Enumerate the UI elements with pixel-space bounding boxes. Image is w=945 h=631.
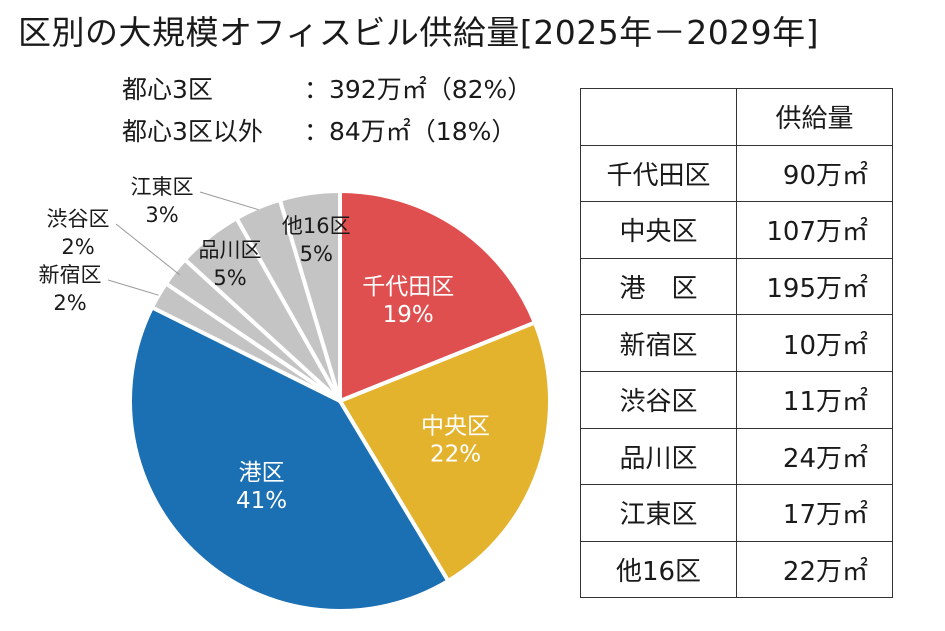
- table-row: 他16区 22万㎡: [580, 540, 893, 599]
- table-row: 港 区 195万㎡: [580, 257, 893, 316]
- slice-label: 品川区: [199, 238, 262, 262]
- chart-title: 区別の大規模オフィスビル供給量[2025年－2029年]: [18, 13, 820, 52]
- supply-table: 供給量 千代田区 90万㎡ 中央区 107万㎡ 港 区 195万㎡ 新宿区 10万㎡ 渋…: [580, 88, 893, 599]
- table-header-supply: 供給量: [736, 88, 893, 146]
- pie-slice-3: [128, 305, 451, 613]
- slice-percent-label: 2%: [61, 235, 94, 259]
- slice-label: 新宿区: [39, 263, 102, 287]
- summary-core-wards: 都心3区 ：392万㎡（82%）: [122, 70, 532, 106]
- slice-label: 渋谷区: [47, 207, 110, 231]
- table-cell-ward: 渋谷区: [580, 370, 737, 429]
- table-cell-ward: 中央区: [580, 201, 737, 259]
- table-row: 品川区 24万㎡: [580, 427, 893, 486]
- table-cell-supply: 24万㎡: [736, 427, 893, 486]
- table-row: 中央区 107万㎡: [580, 201, 893, 259]
- table-row: 千代田区 90万㎡: [580, 144, 893, 203]
- slice-percent-label: 22%: [430, 442, 481, 468]
- slice-percent-label: 2%: [53, 291, 86, 315]
- leader-line: [107, 279, 159, 296]
- table-cell-ward: 品川区: [580, 427, 737, 486]
- slice-label: 港区: [239, 460, 285, 486]
- table-cell-ward: 千代田区: [580, 144, 737, 203]
- leader-line: [199, 191, 259, 211]
- table-cell-ward: 江東区: [580, 484, 737, 542]
- summary-label: 都心3区以外: [122, 117, 263, 146]
- table-cell-ward: 港 区: [580, 257, 737, 316]
- leader-line: [115, 223, 181, 276]
- table-cell-ward: 他16区: [580, 540, 737, 599]
- slice-label: 江東区: [131, 175, 194, 199]
- table-cell-supply: 107万㎡: [736, 201, 893, 259]
- slice-label: 千代田区: [362, 274, 454, 300]
- slice-label: 他16区: [282, 214, 351, 238]
- table-cell-supply: 10万㎡: [736, 314, 893, 372]
- table-header-ward: [580, 88, 737, 146]
- summary-value: ：392万㎡（82%）: [304, 75, 533, 104]
- slice-percent-label: 3%: [145, 203, 178, 227]
- pie-slice-1: [338, 189, 537, 403]
- slice-percent-label: 5%: [300, 242, 333, 266]
- slice-percent-label: 5%: [213, 266, 246, 290]
- summary-value: ：84万㎡（18%）: [304, 117, 517, 146]
- table-cell-supply: 195万㎡: [736, 257, 893, 316]
- pie-slice-2: [338, 320, 552, 583]
- table-cell-supply: 90万㎡: [736, 144, 893, 203]
- pie-slice-8: [277, 189, 342, 403]
- table-cell-supply: 17万㎡: [736, 484, 893, 542]
- slice-label: 中央区: [421, 414, 490, 440]
- slice-percent-label: 41%: [236, 488, 287, 514]
- table-row: 渋谷区 11万㎡: [580, 370, 893, 429]
- table-cell-supply: 11万㎡: [736, 370, 893, 429]
- slice-percent-label: 19%: [383, 302, 434, 328]
- table-cell-ward: 新宿区: [580, 314, 737, 372]
- table-header-row: 供給量: [580, 88, 893, 146]
- summary-other-wards: 都心3区以外 ：84万㎡（18%）: [122, 112, 516, 148]
- table-cell-supply: 22万㎡: [736, 540, 893, 599]
- table-row: 新宿区 10万㎡: [580, 314, 893, 372]
- table-row: 江東区 17万㎡: [580, 484, 893, 542]
- summary-label: 都心3区: [122, 75, 213, 104]
